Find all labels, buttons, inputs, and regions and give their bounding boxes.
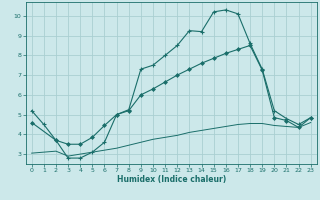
X-axis label: Humidex (Indice chaleur): Humidex (Indice chaleur) <box>116 175 226 184</box>
